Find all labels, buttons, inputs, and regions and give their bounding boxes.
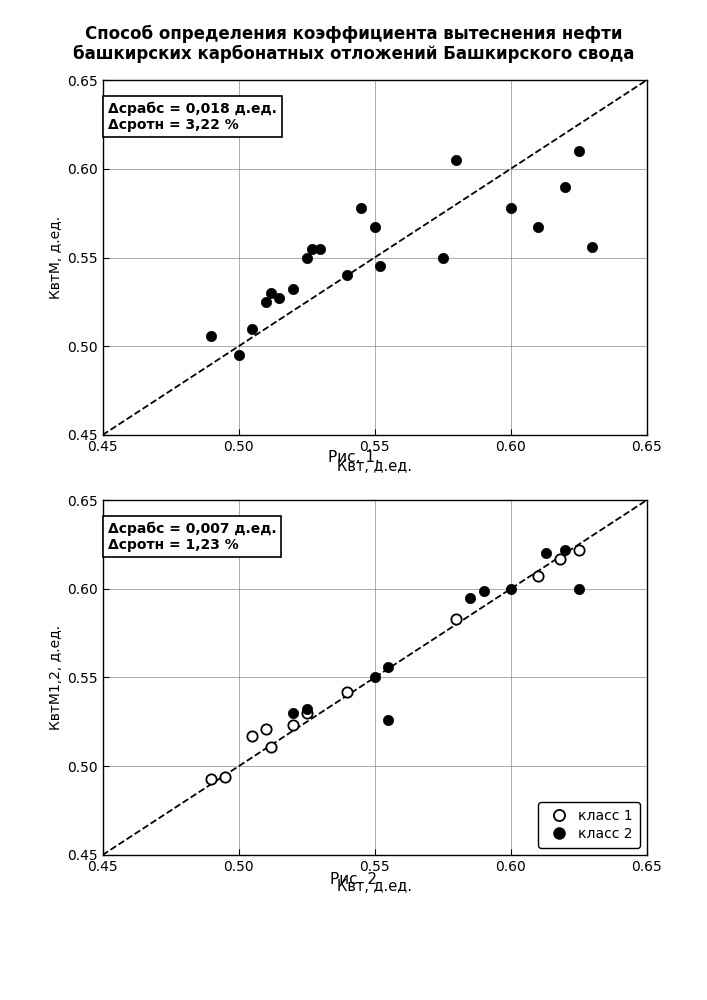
Point	[369, 219, 380, 235]
Point	[247, 320, 258, 336]
Point	[369, 669, 380, 685]
Text: Рис. 2: Рис. 2	[330, 872, 377, 887]
Point	[274, 290, 285, 306]
Text: Δсрабс = 0,018 д.ед.
Δсротн = 3,22 %: Δсрабс = 0,018 д.ед. Δсротн = 3,22 %	[108, 101, 277, 132]
Legend: класс 1, класс 2: класс 1, класс 2	[538, 802, 640, 848]
Point	[356, 200, 367, 216]
Text: Δсрабс = 0,007 д.ед.
Δсротн = 1,23 %: Δсрабс = 0,007 д.ед. Δсротн = 1,23 %	[108, 521, 276, 552]
Point	[287, 717, 298, 733]
Point	[301, 249, 312, 265]
Point	[559, 178, 571, 194]
Point	[206, 328, 217, 344]
Text: Рис. 1.: Рис. 1.	[327, 450, 380, 465]
Point	[260, 721, 271, 737]
Point	[450, 611, 462, 627]
Point	[505, 200, 516, 216]
Point	[266, 285, 277, 301]
Point	[382, 659, 394, 675]
Point	[233, 347, 244, 363]
Point	[219, 769, 230, 785]
Point	[478, 583, 489, 599]
Point	[247, 728, 258, 744]
X-axis label: Квт, д.ед.: Квт, д.ед.	[337, 459, 412, 474]
Point	[301, 705, 312, 721]
Point	[266, 739, 277, 755]
Text: башкирских карбонатных отложений Башкирского свода: башкирских карбонатных отложений Башкирс…	[73, 45, 634, 63]
Text: Способ определения коэффициента вытеснения нефти: Способ определения коэффициента вытеснен…	[85, 25, 622, 43]
Point	[450, 152, 462, 168]
Point	[315, 241, 326, 257]
Point	[287, 705, 298, 721]
Point	[306, 241, 317, 257]
Y-axis label: КвтМ1,2, д.ед.: КвтМ1,2, д.ед.	[49, 625, 63, 730]
Point	[573, 542, 585, 558]
Point	[260, 294, 271, 310]
Point	[573, 143, 585, 159]
Point	[382, 712, 394, 728]
Point	[559, 542, 571, 558]
Point	[437, 249, 448, 265]
Point	[587, 239, 598, 255]
Point	[341, 684, 353, 700]
Y-axis label: КвтМ, д.ед.: КвтМ, д.ед.	[49, 216, 63, 299]
Point	[505, 581, 516, 597]
Point	[341, 267, 353, 283]
Point	[206, 771, 217, 787]
Point	[532, 219, 544, 235]
Point	[301, 701, 312, 717]
Point	[464, 590, 476, 606]
Point	[375, 258, 386, 274]
Point	[287, 281, 298, 297]
Point	[532, 568, 544, 584]
Point	[573, 581, 585, 597]
Point	[541, 545, 552, 561]
Point	[554, 551, 566, 567]
X-axis label: Квт, д.ед.: Квт, д.ед.	[337, 879, 412, 894]
